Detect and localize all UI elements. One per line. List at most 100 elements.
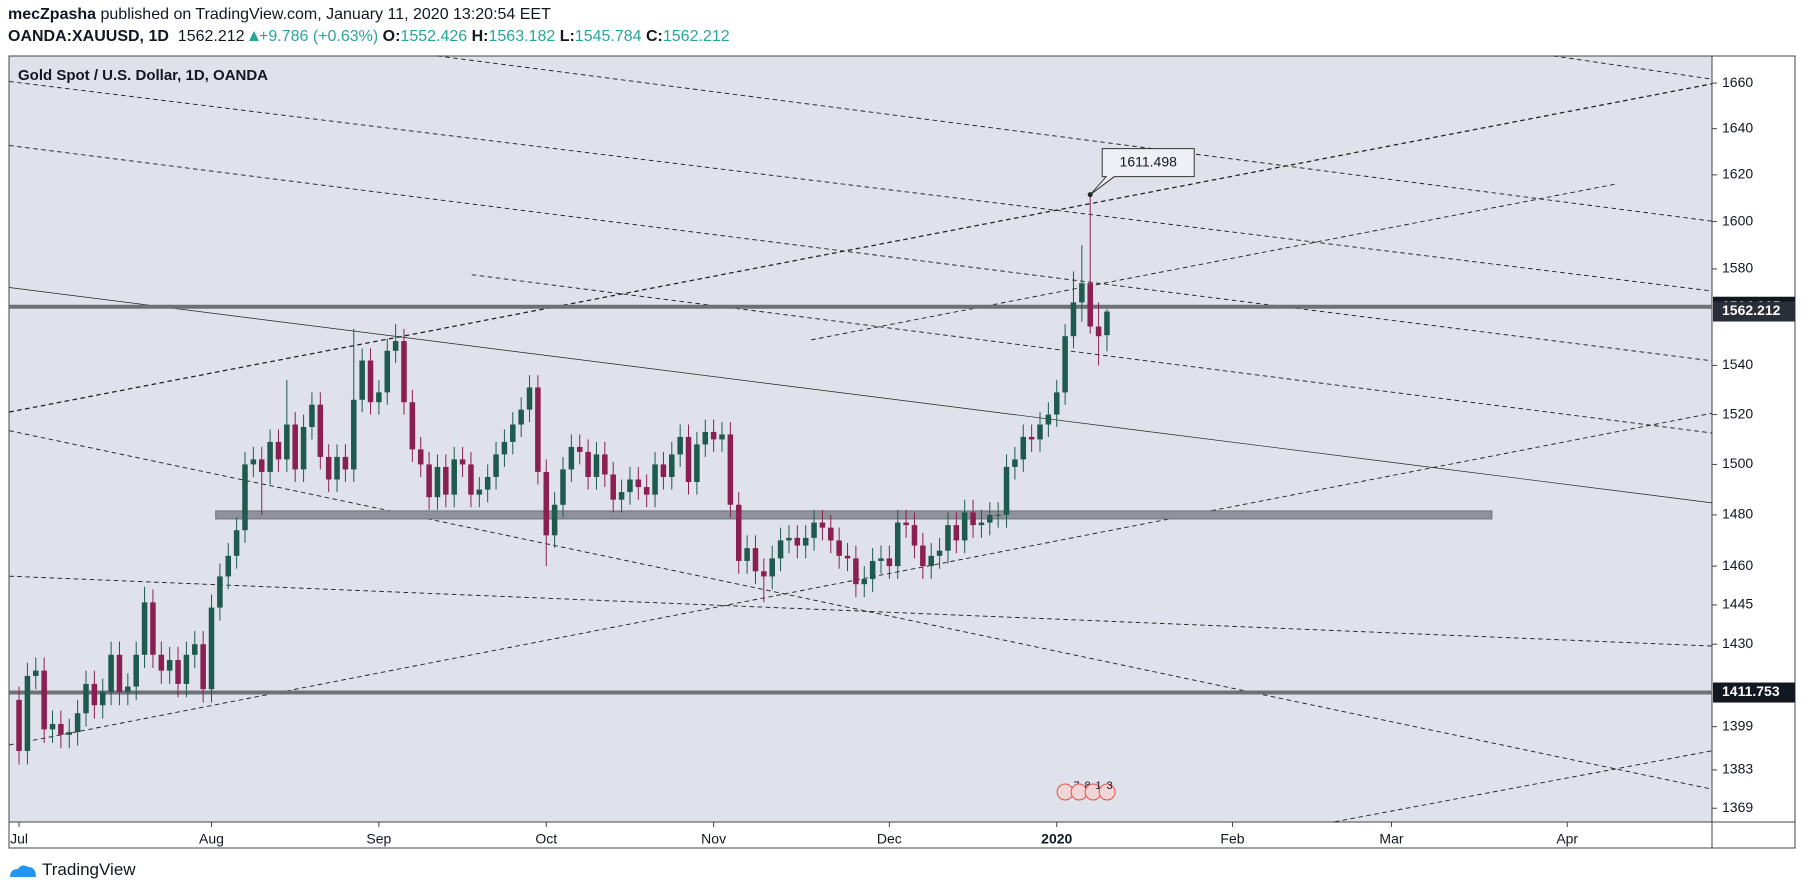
candle (710, 419, 717, 452)
candle-body (786, 537, 792, 541)
candle-body (225, 555, 232, 577)
candle-body (250, 459, 257, 465)
candle-body (769, 558, 775, 577)
candle (392, 324, 399, 363)
candle-body (401, 341, 407, 403)
ohlc-line: OANDA:XAUUSD, 1D 1562.212 +9.786 (+0.63%… (8, 28, 730, 46)
candle (1045, 402, 1052, 437)
candle-body (417, 449, 424, 465)
candle (501, 429, 508, 467)
candle (702, 419, 709, 457)
event-label: 1 (1095, 780, 1101, 792)
candle-body (585, 451, 591, 477)
candle-body (493, 454, 499, 477)
y-tick-label: 1369 (1722, 799, 1753, 815)
candle-body (468, 464, 474, 495)
up-arrow (248, 31, 259, 41)
candle (342, 444, 349, 483)
candle (786, 525, 792, 554)
candle (359, 348, 365, 413)
candle-body (334, 456, 340, 480)
candle (543, 459, 550, 567)
candle-body (158, 654, 165, 671)
candle-body (861, 579, 868, 585)
candle-body (133, 654, 139, 687)
candle-body (987, 514, 993, 523)
candle-body (627, 479, 633, 493)
candle (451, 446, 457, 508)
candle (476, 476, 483, 508)
y-tick-label: 1640 (1722, 119, 1753, 135)
low: 1545.784 (574, 28, 642, 45)
candle-body (484, 476, 491, 490)
candle-body (551, 504, 558, 536)
candle (208, 594, 215, 703)
candle (1070, 271, 1077, 349)
candle-body (811, 522, 817, 538)
candle-body (853, 558, 859, 585)
candle-body (694, 444, 700, 483)
zone (215, 510, 1493, 520)
candle (995, 502, 1001, 528)
candle (116, 641, 123, 706)
published: published on TradingView.com, January 11… (100, 6, 551, 23)
candle (777, 527, 784, 572)
candle-body (108, 654, 114, 692)
brand: TradingView (42, 860, 136, 879)
candle (376, 380, 382, 415)
trendline (9, 145, 1713, 362)
candle (83, 670, 89, 727)
candle (769, 545, 775, 590)
candle (108, 641, 114, 706)
high: 1563.182 (488, 28, 556, 45)
candle (192, 631, 198, 668)
candle-body (828, 527, 834, 541)
price-tag (1713, 301, 1795, 322)
logo (10, 865, 36, 877)
candle-body (518, 409, 524, 425)
candle (183, 641, 190, 698)
candle (978, 509, 985, 538)
candle (794, 525, 801, 559)
candle (593, 441, 600, 490)
event-icon (1098, 783, 1116, 801)
candle-body (1003, 466, 1010, 515)
open: 1552.426 (400, 28, 468, 45)
candle-body (443, 466, 449, 495)
candle-body (543, 471, 550, 536)
candle-body (1104, 311, 1110, 336)
candle (627, 466, 633, 505)
x-tick-label: Feb (1220, 831, 1244, 847)
candle-body (74, 713, 81, 733)
candle (317, 392, 324, 470)
candle (853, 545, 859, 598)
candle-body (434, 466, 441, 498)
candle-body (677, 436, 683, 455)
candle-body (719, 434, 725, 440)
candle-body (317, 404, 324, 457)
candle (844, 542, 851, 572)
y-tick-label: 1660 (1722, 74, 1753, 90)
candle-body (58, 723, 64, 735)
candle (66, 718, 73, 749)
candle (41, 657, 47, 743)
trendline (9, 81, 1712, 292)
candle-body (300, 426, 307, 470)
candle-body (275, 441, 282, 460)
candle (886, 545, 893, 580)
candle-body (844, 555, 851, 559)
candle-body (476, 489, 483, 495)
candle-body (16, 699, 22, 751)
candle (309, 392, 315, 440)
candle (1020, 424, 1027, 472)
candle-body (83, 683, 89, 714)
candle-body (351, 399, 357, 470)
candle (928, 542, 934, 580)
candle (744, 535, 750, 574)
candle-body (258, 459, 265, 472)
trendline (471, 274, 1713, 434)
candle-body (1037, 424, 1043, 440)
trendline (9, 412, 1713, 746)
candle (936, 537, 943, 569)
candle-body (894, 522, 901, 567)
